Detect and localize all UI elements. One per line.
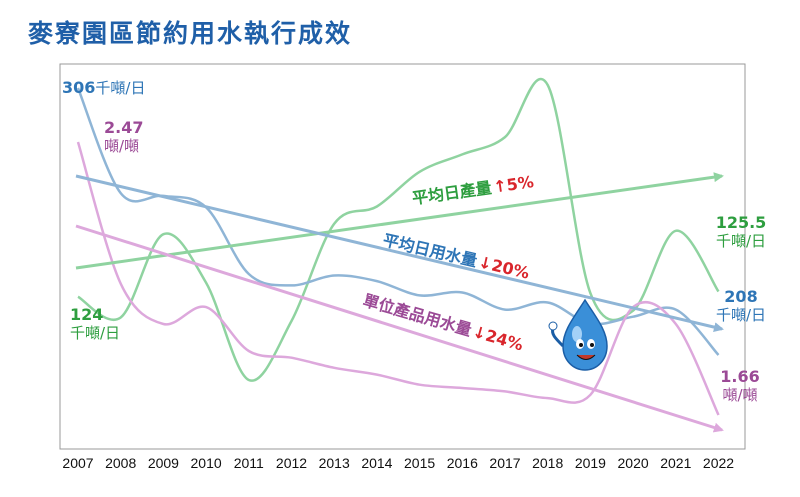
x-tick-label: 2009 [148,455,179,471]
label-water-use-end-value: 208 [724,287,758,306]
annotation-production: 平均日產量↑5% [411,172,535,208]
x-tick-label: 2020 [618,455,649,471]
series-line-production [77,77,720,382]
annotation-unit-water-change: 24% [483,326,525,355]
svg-text:平均日用水量↓20%: 平均日用水量↓20% [381,230,531,282]
label-unit-water-end-unit: 噸/噸 [722,386,758,404]
x-tick-label: 2013 [319,455,350,471]
annotation-water-use: 平均日用水量↓20% [381,230,531,282]
annotation-water-use-label: 平均日用水量 [381,230,479,270]
label-production-start: 124 千噸/日 [70,305,120,343]
series-line-water-use [76,87,720,356]
label-production-end-unit: 千噸/日 [715,232,767,250]
x-tick-label: 2018 [532,455,563,471]
x-tick-label: 2015 [404,455,435,471]
x-tick-label: 2017 [489,455,520,471]
label-water-use-start-unit: 千噸/日 [95,79,146,97]
water-drop-mascot-icon [548,298,608,371]
trend-line-water-use [75,174,724,333]
x-tick-label: 2007 [62,455,93,471]
annotation-production-change: 5% [505,172,535,195]
x-tick-label: 2016 [447,455,478,471]
trend-line-unit-water [75,224,724,433]
x-tick-label: 2012 [276,455,307,471]
label-production-start-value: 124 [70,305,104,324]
page-title: 麥寮園區節約用水執行成效 [28,19,353,48]
label-unit-water-end: 1.66 噸/噸 [710,367,770,405]
x-tick-label: 2021 [660,455,691,471]
label-unit-water-end-value: 1.66 [720,367,760,386]
label-production-end-value: 125.5 [715,213,767,232]
svg-text:平均日產量↑5%: 平均日產量↑5% [411,172,535,208]
x-tick-label: 2010 [191,455,222,471]
label-water-use-end: 208 千噸/日 [706,287,776,325]
label-unit-water-start: 2.47 噸/噸 [104,118,143,156]
x-tick-label: 2022 [703,455,734,471]
label-water-use-start: 306千噸/日 [62,78,145,98]
plot-frame [59,63,746,450]
x-tick-label: 2008 [105,455,136,471]
label-production-end: 125.5 千噸/日 [706,213,776,251]
x-tick-label: 2014 [361,455,392,471]
series-line-unit-water [76,141,720,416]
annotation-production-label: 平均日產量 [411,178,493,208]
label-production-start-unit: 千噸/日 [70,324,121,342]
label-water-use-end-unit: 千噸/日 [715,306,767,324]
x-tick-label: 2011 [234,455,264,471]
label-water-use-start-value: 306 [62,78,96,97]
x-tick-label: 2019 [575,455,606,471]
trend-line-production [75,172,724,270]
label-unit-water-start-value: 2.47 [104,118,144,137]
label-unit-water-start-unit: 噸/噸 [104,137,140,155]
annotation-water-use-change: 20% [490,255,532,282]
